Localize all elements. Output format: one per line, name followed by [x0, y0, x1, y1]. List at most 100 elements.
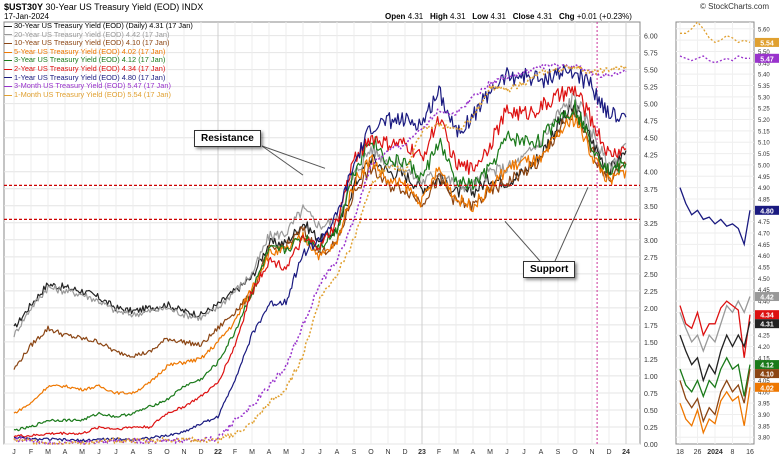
zoom-y-tick-label: 3.85	[758, 424, 770, 430]
x-tick-label: 22	[214, 449, 222, 456]
series-line-1-year	[13, 64, 627, 443]
legend-item: 3-Year US Treasury Yield (EOD) 4.12 (17 …	[4, 56, 193, 65]
zoom-series-line	[679, 321, 751, 383]
zoom-y-tick-label: 5.60	[758, 27, 770, 33]
value-badge-label: 4.12	[760, 363, 774, 370]
zoom-series-line	[680, 20, 751, 44]
resistance-callout: Resistance	[194, 130, 261, 147]
y-tick-label: 5.50	[644, 68, 658, 75]
x-tick-label: 23	[418, 449, 426, 456]
zoom-y-tick-label: 4.05	[758, 379, 770, 385]
x-tick-label: N	[589, 449, 594, 456]
x-tick-label: F	[233, 449, 237, 456]
x-tick-label: M	[487, 449, 493, 456]
value-badge-label: 4.02	[760, 385, 774, 392]
zoom-y-tick-label: 3.90	[758, 413, 770, 419]
x-tick-label: A	[63, 449, 68, 456]
y-tick-label: 0.25	[644, 425, 658, 432]
y-tick-label: 4.50	[644, 136, 658, 143]
x-tick-label: S	[148, 449, 153, 456]
value-badge	[755, 369, 779, 379]
y-tick-label: 4.25	[644, 153, 658, 160]
x-tick-label: 24	[622, 449, 630, 456]
zoom-y-tick-label: 3.95	[758, 402, 770, 408]
legend-label: 3-Month US Treasury Yield (EOD) 5.47 (17…	[14, 81, 171, 91]
y-tick-label: 3.50	[644, 204, 658, 211]
zoom-y-tick-label: 4.15	[758, 356, 770, 362]
ohlc-readout: Open 4.31 High 4.31 Low 4.31 Close 4.31 …	[385, 12, 632, 21]
y-tick-label: 0.00	[644, 442, 658, 449]
zoom-x-tick-label: 16	[746, 449, 754, 456]
legend-label: 3-Year US Treasury Yield (EOD) 4.12 (17 …	[14, 55, 166, 65]
zoom-y-tick-label: 5.15	[758, 129, 770, 135]
ticker-symbol: $UST30Y	[4, 2, 44, 12]
x-tick-label: D	[402, 449, 407, 456]
y-tick-label: 1.25	[644, 357, 658, 364]
x-tick-label: A	[131, 449, 136, 456]
value-badge-label: 4.31	[760, 322, 774, 329]
series-line-3-year	[13, 99, 627, 432]
zoom-y-tick-label: 5.20	[758, 118, 770, 124]
legend-item: 1-Year US Treasury Yield (EOD) 4.80 (17 …	[4, 73, 193, 83]
legend-label: 30-Year US Treasury Yield (EOD) (Daily) …	[14, 21, 193, 30]
y-tick-label: 2.75	[644, 255, 658, 262]
legend-swatch	[4, 60, 12, 62]
zoom-y-tick-label: 4.45	[758, 288, 770, 294]
y-tick-label: 6.00	[644, 34, 658, 41]
zoom-series-line	[679, 387, 751, 435]
x-tick-label: F	[437, 449, 441, 456]
x-tick-label: M	[79, 449, 85, 456]
value-badge	[755, 205, 779, 215]
resistance-pointer	[261, 145, 326, 169]
y-tick-label: 1.00	[644, 374, 658, 381]
zoom-y-tick-label: 5.25	[758, 107, 770, 113]
x-tick-label: J	[522, 449, 526, 456]
zoom-series-line	[679, 187, 751, 247]
legend-item: 1-Month US Treasury Yield (EOD) 5.54 (17…	[4, 89, 193, 100]
y-tick-label: 1.50	[644, 340, 658, 347]
y-tick-label: 5.75	[644, 51, 658, 58]
legend-label: 10-Year US Treasury Yield (EOD) 4.10 (17…	[14, 38, 170, 48]
y-tick-label: 2.50	[644, 272, 658, 279]
value-badge-label: 5.54	[760, 40, 774, 47]
y-tick-label: 2.25	[644, 289, 658, 296]
y-tick-label: 3.75	[644, 187, 658, 194]
x-tick-label: N	[385, 449, 390, 456]
zoom-x-tick-label: 8	[731, 449, 735, 456]
x-tick-label: A	[267, 449, 272, 456]
zoom-y-tick-label: 4.50	[758, 277, 770, 283]
x-tick-label: M	[45, 449, 51, 456]
x-tick-label: D	[198, 449, 203, 456]
legend-swatch	[4, 68, 12, 70]
value-badge-label: 5.47	[760, 56, 774, 63]
y-tick-label: 3.25	[644, 221, 658, 228]
resistance-pointer	[261, 145, 304, 176]
x-tick-label: D	[606, 449, 611, 456]
zoom-y-tick-label: 4.20	[758, 345, 770, 351]
zoom-series-line	[679, 368, 751, 424]
zoom-y-tick-label: 5.05	[758, 152, 770, 158]
zoom-y-tick-label: 4.75	[758, 220, 770, 226]
zoom-series-line	[679, 300, 751, 358]
series-line-2-year	[13, 85, 627, 438]
legend-swatch	[4, 77, 12, 79]
value-badge-label: 4.42	[760, 295, 774, 302]
legend-swatch	[4, 34, 12, 36]
zoom-y-tick-label: 4.55	[758, 266, 770, 272]
zoom-y-tick-label: 5.35	[758, 84, 770, 90]
support-pointer	[504, 221, 541, 262]
legend-swatch	[4, 85, 12, 87]
copyright-label: © StockCharts.com	[700, 2, 770, 11]
y-tick-label: 2.00	[644, 306, 658, 313]
legend-item: 5-Year US Treasury Yield (EOD) 4.02 (17 …	[4, 46, 193, 57]
chart-date: 17-Jan-2024	[4, 12, 49, 21]
zoom-y-tick-label: 4.65	[758, 243, 770, 249]
legend-label: 1-Month US Treasury Yield (EOD) 5.54 (17…	[14, 89, 171, 99]
zoom-y-tick-label: 4.40	[758, 300, 770, 306]
legend-label: 5-Year US Treasury Yield (EOD) 4.02 (17 …	[14, 46, 166, 56]
x-tick-label: M	[249, 449, 255, 456]
value-badge	[755, 292, 779, 302]
support-pointer	[554, 187, 589, 262]
y-tick-label: 4.75	[644, 119, 658, 126]
